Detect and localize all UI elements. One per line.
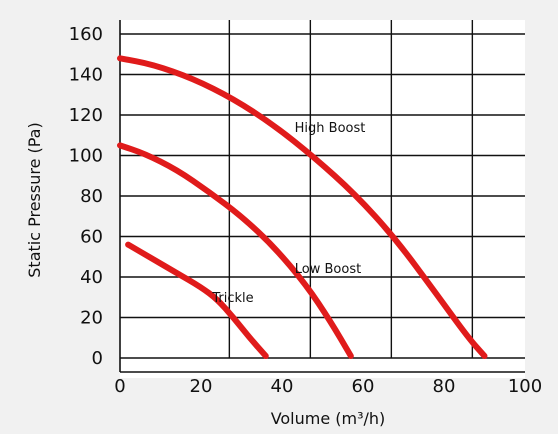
y-tick-label: 160 — [69, 24, 103, 45]
y-tick-label: 20 — [80, 308, 103, 329]
y-tick-label: 80 — [80, 186, 103, 207]
y-tick-label: 60 — [80, 227, 103, 248]
series-line — [117, 142, 354, 359]
x-tick-label: 0 — [114, 376, 125, 397]
x-tick-label: 20 — [190, 376, 213, 397]
y-tick-label: 140 — [69, 65, 103, 86]
y-axis-title: Static Pressure (Pa) — [25, 122, 44, 277]
y-tick-label: 0 — [92, 348, 103, 369]
series-label: Low Boost — [295, 262, 361, 277]
series-labels: High Boost Low Boost Trickle — [211, 121, 366, 306]
y-tick-label: 40 — [80, 267, 103, 288]
x-tick-label: 60 — [352, 376, 375, 397]
series-line — [125, 241, 269, 359]
x-tick-label: 80 — [433, 376, 456, 397]
series-label: Trickle — [211, 291, 253, 306]
tick-labels: 0 20 40 60 80 100 120 140 160 0 20 40 60 80 100 — [69, 24, 543, 397]
series-label: High Boost — [295, 121, 366, 136]
y-tick-label: 100 — [69, 146, 103, 167]
x-tick-label: 100 — [508, 376, 542, 397]
series-line — [117, 55, 488, 359]
x-tick-label: 40 — [271, 376, 294, 397]
y-tick-label: 120 — [69, 105, 103, 126]
series-layer — [117, 55, 488, 359]
x-axis-title: Volume (m³/h) — [271, 409, 386, 428]
